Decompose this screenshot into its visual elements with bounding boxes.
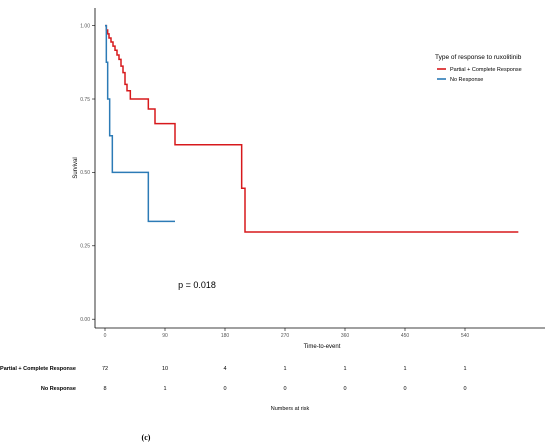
risk-value: 1 (163, 386, 166, 392)
risk-values: 72 10 4 1 1 1 18 1 0 0 0 0 0 (102, 366, 467, 392)
x-ticks: 0 90 180 270 360 450 540 (104, 328, 470, 339)
x-tick-label: 540 (461, 333, 470, 339)
figure-caption: (c) (142, 433, 151, 442)
x-tick-label: 180 (221, 333, 230, 339)
y-tick-label: 1.00 (80, 23, 90, 29)
risk-value: 1 (283, 366, 286, 372)
risk-row-label-responders: Partial + Complete Response (0, 366, 76, 372)
risk-value: 0 (223, 386, 226, 392)
risk-value: 1 (343, 366, 346, 372)
x-tick-label: 90 (162, 333, 168, 339)
legend: Type of response to ruxolitinib Partial … (435, 54, 522, 83)
series-layer (105, 24, 519, 233)
risk-value: 0 (403, 386, 406, 392)
y-tick-label: 0.25 (80, 244, 90, 250)
risk-value: 0 (343, 386, 346, 392)
x-tick-label: 450 (401, 333, 410, 339)
risk-value: 0 (283, 386, 286, 392)
risk-table: Partial + Complete Response No Response … (0, 366, 467, 412)
y-tick-label: 0.00 (80, 317, 90, 323)
risk-value: 1 (463, 366, 466, 372)
legend-label-no-response: No Response (450, 77, 483, 83)
survival-curve-responders (105, 24, 519, 233)
risk-value: 72 (102, 366, 108, 372)
risk-value: 8 (103, 386, 106, 392)
risk-value: 0 (463, 386, 466, 392)
risk-table-title: Numbers at risk (271, 406, 310, 412)
x-tick-label: 360 (341, 333, 350, 339)
legend-title: Type of response to ruxolitinib (435, 54, 522, 61)
risk-row-label-no-response: No Response (41, 386, 76, 392)
legend-label-responders: Partial + Complete Response (450, 67, 522, 73)
x-axis-title: Time-to-event (304, 344, 341, 350)
risk-value: 4 (223, 366, 226, 372)
y-axis-title: Survival (73, 157, 79, 178)
y-tick-label: 0.50 (80, 170, 90, 176)
y-tick-label: 0.75 (80, 97, 90, 103)
y-ticks: 0.00 0.25 0.50 0.75 1.00 (80, 23, 95, 323)
p-value-annotation: p = 0.018 (178, 280, 216, 290)
risk-value: 1 (403, 366, 406, 372)
risk-value: 10 (162, 366, 168, 372)
survival-curve-no-response (105, 24, 175, 223)
x-tick-label: 0 (104, 333, 107, 339)
x-tick-label: 270 (281, 333, 290, 339)
